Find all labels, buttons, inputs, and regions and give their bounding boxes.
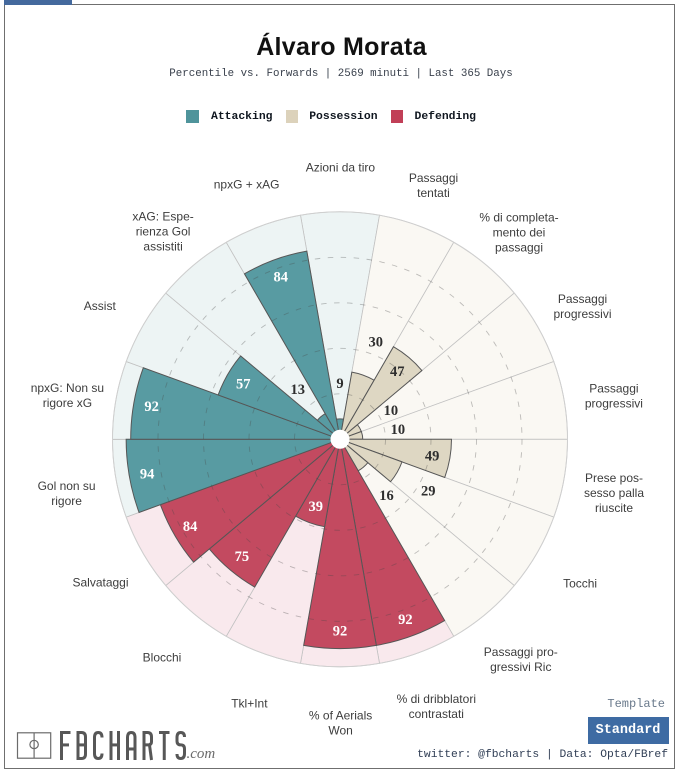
- svg-text:92: 92: [144, 399, 159, 415]
- svg-text:Passaggi: Passaggi: [558, 292, 607, 306]
- svg-text:xAG: Espe-: xAG: Espe-: [132, 209, 193, 223]
- svg-text:94: 94: [140, 466, 155, 482]
- svg-text:passaggi: passaggi: [495, 241, 543, 255]
- svg-text:57: 57: [236, 377, 251, 393]
- svg-text:30: 30: [368, 334, 383, 350]
- svg-text:Assist: Assist: [84, 299, 117, 313]
- svg-text:Tkl+Int: Tkl+Int: [231, 696, 268, 710]
- svg-text:riuscite: riuscite: [595, 501, 633, 515]
- svg-text:rienza Gol: rienza Gol: [136, 224, 191, 238]
- svg-text:gressivi Ric: gressivi Ric: [490, 660, 551, 674]
- svg-text:Passaggi pro-: Passaggi pro-: [484, 645, 558, 659]
- svg-text:10: 10: [384, 403, 399, 419]
- svg-text:84: 84: [274, 270, 289, 286]
- svg-text:progressivi: progressivi: [553, 307, 611, 321]
- svg-text:49: 49: [425, 449, 440, 465]
- svg-text:assistiti: assistiti: [143, 239, 182, 253]
- svg-text:.com: .com: [187, 746, 216, 762]
- svg-text:tentati: tentati: [417, 186, 450, 200]
- svg-text:npxG: Non su: npxG: Non su: [31, 381, 104, 395]
- svg-text:rigore: rigore: [51, 494, 82, 508]
- svg-text:Salvataggi: Salvataggi: [72, 575, 128, 589]
- svg-text:92: 92: [333, 624, 348, 640]
- svg-text:29: 29: [421, 483, 436, 499]
- svg-text:10: 10: [391, 422, 406, 438]
- svg-text:Azioni da tiro: Azioni da tiro: [306, 161, 376, 175]
- svg-text:sesso palla: sesso palla: [584, 486, 644, 500]
- svg-text:contrastati: contrastati: [409, 707, 464, 721]
- svg-text:39: 39: [309, 499, 324, 515]
- svg-text:rigore xG: rigore xG: [43, 396, 92, 410]
- svg-text:progressivi: progressivi: [585, 397, 643, 411]
- svg-text:47: 47: [390, 364, 405, 380]
- svg-text:Won: Won: [328, 724, 352, 738]
- svg-text:13: 13: [291, 382, 306, 398]
- svg-text:84: 84: [183, 519, 198, 535]
- svg-text:Tocchi: Tocchi: [563, 577, 597, 591]
- svg-text:Prese pos-: Prese pos-: [585, 471, 643, 485]
- svg-text:9: 9: [336, 376, 343, 392]
- svg-text:mento dei: mento dei: [493, 226, 546, 240]
- svg-text:Gol non su: Gol non su: [38, 479, 96, 493]
- svg-text:% di completa-: % di completa-: [479, 211, 558, 225]
- svg-text:% di dribblatori: % di dribblatori: [397, 692, 476, 706]
- svg-text:Passaggi: Passaggi: [409, 171, 458, 185]
- svg-text:npxG + xAG: npxG + xAG: [214, 178, 280, 192]
- svg-text:16: 16: [379, 488, 394, 504]
- svg-text:92: 92: [398, 612, 413, 628]
- svg-text:Passaggi: Passaggi: [589, 382, 638, 396]
- svg-text:Blocchi: Blocchi: [143, 651, 182, 665]
- svg-text:% of Aerials: % of Aerials: [309, 709, 372, 723]
- svg-text:75: 75: [235, 549, 250, 565]
